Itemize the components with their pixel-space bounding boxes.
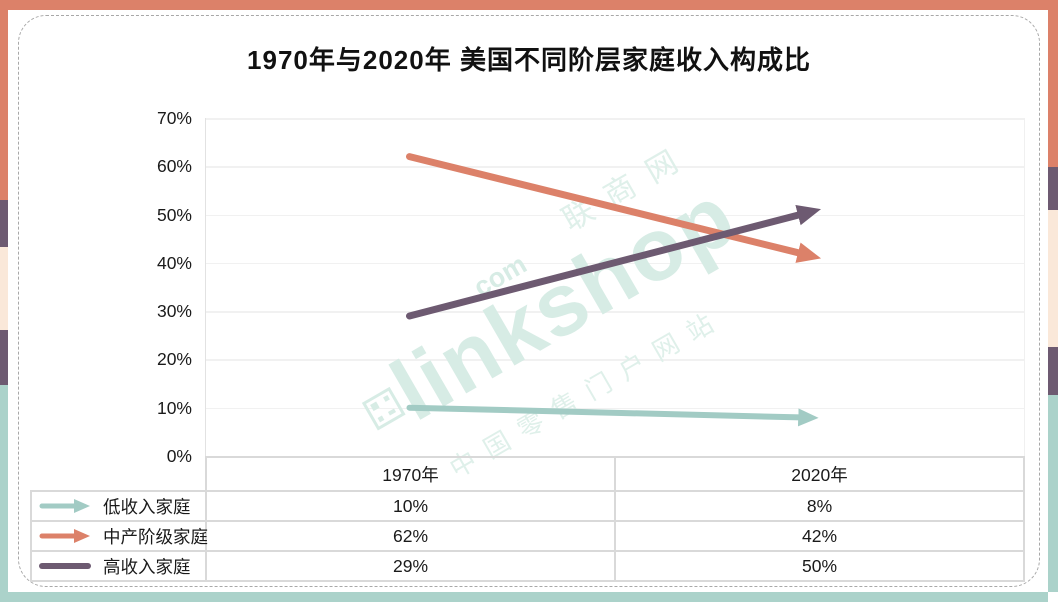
legend-item-middle-class: 中产阶级家庭 (30, 520, 208, 552)
legend-item-low-income: 低收入家庭 (30, 490, 207, 522)
frame-segment (1048, 395, 1058, 592)
middle-class-arrow-icon (39, 529, 90, 543)
legend-label: 高收入家庭 (103, 556, 191, 577)
gridline-30 (206, 311, 1024, 313)
gridline-70 (206, 118, 1024, 120)
legend-item-high-income: 高收入家庭 (30, 550, 207, 582)
arrow-series-layer (406, 153, 822, 427)
legend-label: 中产阶级家庭 (103, 526, 208, 547)
frame-top-bar (0, 0, 1058, 10)
table-row: 低收入家庭 10% 8% (30, 490, 1025, 522)
y-tick-30: 30% (156, 301, 192, 321)
frame-bottom-bar (0, 592, 1048, 602)
gridline-50 (206, 214, 1024, 217)
cell-middle-2020: 42% (614, 520, 1025, 552)
frame-segment (0, 247, 8, 330)
frame-segment (1048, 10, 1058, 167)
y-tick-40: 40% (156, 253, 192, 273)
dashed-border (18, 15, 1040, 587)
gridline-60 (206, 166, 1024, 168)
frame-right-strip (1048, 10, 1058, 592)
frame-left-strip (0, 10, 8, 592)
cell-high-1970: 29% (205, 550, 616, 582)
y-tick-70: 70% (156, 108, 192, 128)
cell-high-2020: 50% (614, 550, 1025, 582)
y-tick-60: 60% (156, 156, 192, 176)
series-arrow-1 (406, 153, 822, 263)
legend-label: 低收入家庭 (103, 496, 191, 517)
y-tick-50: 50% (156, 205, 192, 225)
low-income-arrow-icon (39, 499, 90, 513)
y-tick-0: 0% (166, 446, 192, 466)
frame-segment (0, 200, 8, 247)
frame-segment (0, 385, 8, 592)
high-income-line-icon (39, 563, 91, 569)
frame-segment (0, 330, 8, 385)
frame-segment (1048, 167, 1058, 210)
series-arrow-0 (406, 404, 819, 427)
frame-segment (1048, 347, 1058, 395)
table-header-row: 1970年 2020年 (31, 456, 1025, 492)
table-header-2020: 2020年 (614, 456, 1025, 492)
frame-segment (1048, 210, 1058, 347)
chart-title: 1970年与2020年 美国不同阶层家庭收入构成比 (247, 45, 811, 75)
cell-middle-1970: 62% (205, 520, 616, 552)
gridline-20 (206, 359, 1024, 361)
table-header-1970: 1970年 (205, 456, 616, 492)
y-tick-20: 20% (156, 349, 192, 369)
table-row: 高收入家庭 29% 50% (30, 550, 1025, 582)
cell-low-1970: 10% (205, 490, 616, 522)
data-table: 1970年 2020年 低收入家庭 10% 8% 中产阶级家庭 62% 42% (30, 456, 1025, 582)
gridline-10 (206, 407, 1024, 410)
table-row: 中产阶级家庭 62% 42% (30, 520, 1025, 552)
series-arrow-2 (406, 204, 822, 320)
cell-low-2020: 8% (614, 490, 1025, 522)
frame-segment (0, 10, 8, 200)
y-tick-10: 10% (156, 398, 192, 418)
